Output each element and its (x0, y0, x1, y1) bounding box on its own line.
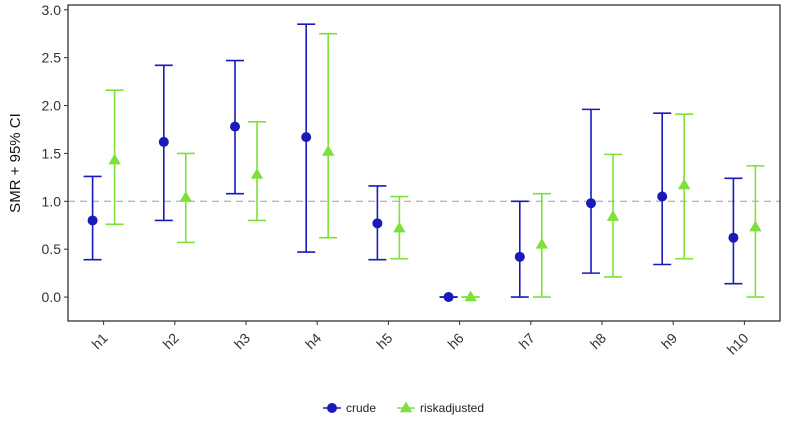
point-crude-h5 (372, 218, 383, 229)
x-tick-label: h8 (587, 330, 609, 352)
x-tick-label: h6 (444, 330, 466, 352)
y-tick-label: 0.5 (42, 241, 62, 257)
y-tick-label: 2.5 (42, 50, 62, 66)
plot-panel-border (67, 4, 781, 322)
point-crude-h1 (87, 215, 98, 226)
point-riskadjusted-h10 (749, 220, 762, 232)
series-layer (83, 23, 765, 303)
y-tick-label: 1.5 (42, 145, 62, 161)
series-crude (83, 23, 743, 303)
y-tick-label: 0.0 (42, 289, 62, 305)
x-tick-label: h10 (724, 330, 752, 358)
point-riskadjusted-h3 (250, 167, 264, 179)
point-riskadjusted-h1 (108, 153, 121, 165)
legend-entry-crude: crude (323, 401, 376, 415)
x-tick-label: h3 (231, 330, 253, 352)
y-tick-label: 2.0 (42, 98, 62, 114)
point-crude-h10 (728, 232, 739, 243)
x-tick-label: h4 (302, 330, 324, 352)
point-riskadjusted-h9 (678, 178, 691, 190)
point-riskadjusted-h6 (464, 290, 477, 302)
point-crude-h9 (657, 191, 668, 202)
x-tick-label: h1 (88, 330, 110, 352)
y-axis: 0.0 0.5 1.0 1.5 2.0 2.5 3.0 (42, 2, 68, 305)
point-crude-h8 (586, 198, 596, 209)
x-tick-label: h5 (373, 330, 395, 352)
point-crude-h7 (514, 251, 525, 262)
y-tick-label: 3.0 (42, 2, 62, 18)
y-axis-title: SMR + 95% CI (7, 113, 24, 213)
legend-label: riskadjusted (420, 401, 484, 415)
legend-label: crude (346, 401, 376, 415)
point-riskadjusted-h2 (179, 190, 192, 202)
legend-entry-riskadjusted: riskadjusted (397, 401, 484, 415)
x-tick-label: h9 (658, 330, 680, 352)
point-crude-h2 (158, 136, 169, 147)
legend-key-triangle (399, 401, 413, 413)
legend-key-circle (327, 403, 337, 413)
series-riskadjusted (105, 32, 765, 302)
point-riskadjusted-h8 (606, 210, 620, 221)
x-axis: h1 h2 h3 h4 h5 h6 h7 h8 h9 h10 (88, 321, 752, 358)
point-crude-h4 (301, 132, 312, 143)
point-riskadjusted-h7 (535, 237, 548, 249)
x-tick-label: h7 (516, 330, 538, 352)
y-tick-label: 1.0 (42, 193, 62, 209)
legend: crude riskadjusted (323, 401, 484, 415)
point-riskadjusted-h5 (393, 221, 406, 233)
x-tick-label: h2 (160, 330, 182, 352)
point-crude-h3 (230, 121, 240, 132)
point-crude-h6 (443, 292, 454, 303)
point-riskadjusted-h4 (322, 145, 335, 156)
